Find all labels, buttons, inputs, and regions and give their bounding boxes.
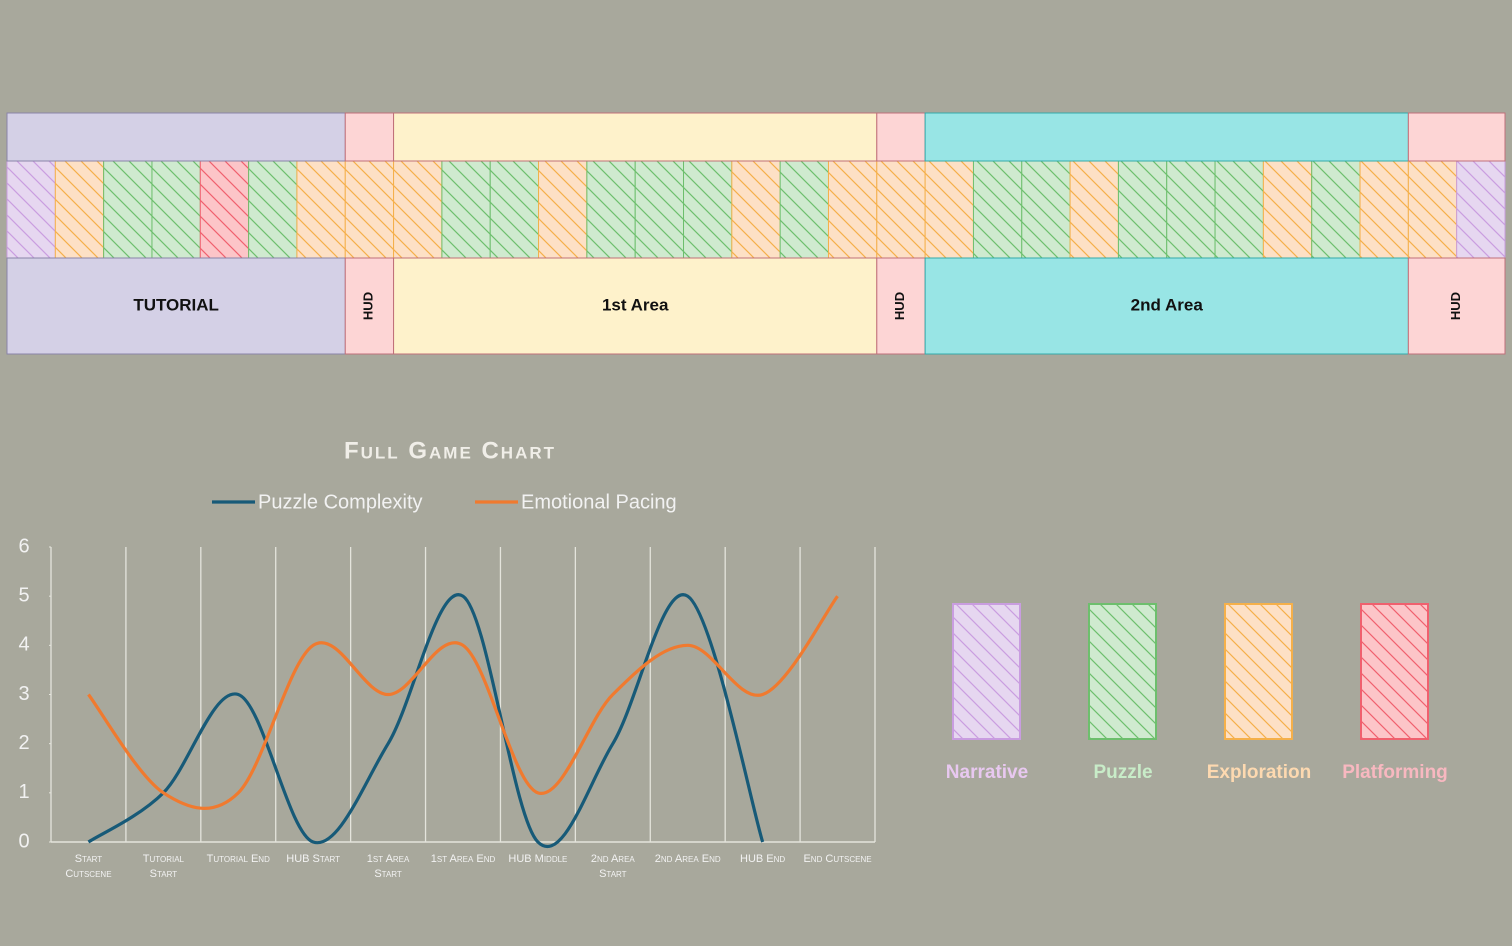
section-label: HUD — [361, 292, 376, 320]
y-tick-label: 2 — [18, 732, 29, 754]
tile — [296, 160, 346, 259]
tile — [1311, 160, 1361, 259]
tile — [151, 160, 201, 259]
section-label: 1st Area — [602, 295, 669, 314]
tile — [1407, 160, 1458, 259]
tile — [634, 160, 685, 259]
tile — [972, 160, 1023, 259]
x-tick-label: End Cutscene — [803, 853, 872, 865]
section-top — [924, 112, 1409, 162]
x-tick-label: HUB Middle — [508, 853, 568, 865]
x-tick-label: HUB Start — [286, 853, 341, 865]
legend-label: Puzzle Complexity — [258, 491, 423, 513]
x-tick-label: Tutorial End — [206, 853, 270, 865]
tile — [441, 160, 491, 259]
tile — [393, 160, 443, 259]
tile — [1359, 160, 1409, 259]
tile — [538, 160, 588, 259]
section-bottom — [876, 257, 926, 355]
tile — [248, 160, 298, 259]
tile — [586, 160, 636, 259]
section-top — [393, 112, 878, 162]
x-tick-label: HUB End — [740, 853, 786, 865]
tile — [683, 160, 733, 259]
section-bottom — [924, 257, 1409, 355]
tile — [731, 160, 781, 259]
y-tick-label: 6 — [18, 535, 29, 557]
x-tick-label: 2nd Area Start — [590, 853, 635, 880]
x-tick-label: Start Cutscene — [65, 853, 112, 880]
tile — [1166, 160, 1216, 259]
section-top — [1407, 112, 1506, 162]
section-top — [6, 112, 346, 162]
section-top — [344, 112, 395, 162]
tile — [54, 160, 105, 259]
tile — [1069, 160, 1119, 259]
tile — [344, 160, 395, 259]
section-bottom — [6, 257, 346, 355]
section-label: HUD — [892, 292, 907, 320]
legend-swatch — [952, 603, 1021, 740]
y-tick-label: 1 — [18, 781, 29, 803]
section-top — [876, 112, 926, 162]
legend-swatch — [1088, 603, 1157, 740]
x-tick-label: Tutorial Start — [142, 853, 184, 880]
series-line — [87, 595, 839, 810]
series-line — [87, 593, 765, 848]
x-tick-label: 1st Area End — [430, 853, 496, 865]
x-tick-label: 2nd Area End — [654, 853, 721, 865]
section-label: HUD — [1448, 292, 1463, 320]
tile — [199, 160, 250, 259]
tile — [1021, 160, 1071, 259]
tile — [6, 160, 56, 259]
x-tick-label: 1st Area Start — [366, 853, 410, 880]
section-bottom — [1407, 257, 1506, 355]
tile — [489, 160, 540, 259]
section-label: TUTORIAL — [133, 295, 219, 314]
legend-swatch — [1360, 603, 1429, 740]
legend-label: Platforming — [1342, 762, 1448, 783]
section-bottom — [393, 257, 878, 355]
y-tick-label: 4 — [18, 634, 29, 656]
legend-label: Emotional Pacing — [521, 491, 677, 513]
chart-title: Full Game Chart — [344, 437, 556, 464]
y-tick-label: 0 — [18, 830, 29, 852]
y-tick-label: 5 — [18, 584, 29, 606]
tile — [1117, 160, 1168, 259]
tile — [1456, 160, 1506, 259]
section-bottom — [344, 257, 395, 355]
y-tick-label: 3 — [18, 683, 29, 705]
legend-label: Exploration — [1207, 762, 1312, 783]
tile — [1214, 160, 1264, 259]
section-label: 2nd Area — [1131, 295, 1204, 314]
legend-label: Narrative — [946, 762, 1028, 783]
tile — [103, 160, 153, 259]
tile — [876, 160, 926, 259]
tile — [779, 160, 829, 259]
legend-label: Puzzle — [1093, 762, 1152, 783]
legend-swatch — [1224, 603, 1293, 740]
tile — [827, 160, 878, 259]
tile — [924, 160, 974, 259]
tile — [1262, 160, 1313, 259]
